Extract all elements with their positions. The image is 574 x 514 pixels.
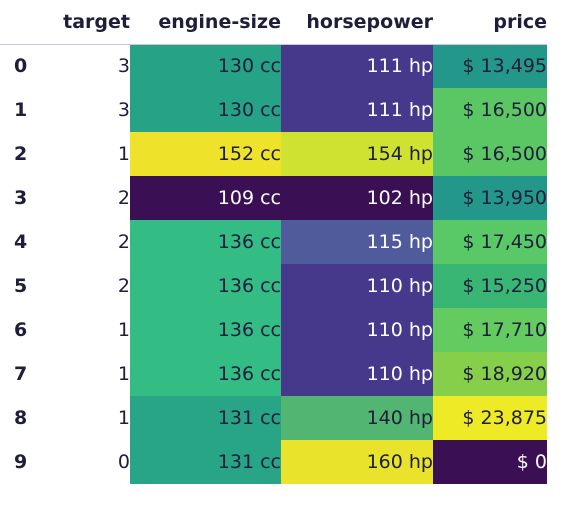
cell-price: $ 13,950 bbox=[433, 176, 547, 220]
cell-engine-size: 131 cc bbox=[130, 396, 281, 440]
column-header-engine-size: engine-size bbox=[130, 0, 281, 45]
table-row: 6 1 136 cc 110 hp $ 17,710 bbox=[0, 308, 547, 352]
cell-price: $ 18,920 bbox=[433, 352, 547, 396]
cell-horsepower: 115 hp bbox=[281, 220, 433, 264]
table-row: 3 2 109 cc 102 hp $ 13,950 bbox=[0, 176, 547, 220]
cell-price: $ 17,710 bbox=[433, 308, 547, 352]
cell-target: 1 bbox=[117, 407, 130, 429]
cell-engine-size: 136 cc bbox=[130, 264, 281, 308]
row-index: 2 bbox=[14, 143, 28, 165]
cell-target: 0 bbox=[117, 451, 130, 473]
table-row: 5 2 136 cc 110 hp $ 15,250 bbox=[0, 264, 547, 308]
header-row: target engine-size horsepower price bbox=[0, 0, 547, 45]
cell-target: 1 bbox=[117, 363, 130, 385]
table-row: 8 1 131 cc 140 hp $ 23,875 bbox=[0, 396, 547, 440]
column-header-target: target bbox=[44, 0, 130, 45]
row-index: 4 bbox=[14, 231, 28, 253]
row-index: 0 bbox=[14, 55, 28, 78]
cell-engine-size: 136 cc bbox=[130, 308, 281, 352]
cell-horsepower: 110 hp bbox=[281, 352, 433, 396]
cell-price: $ 15,250 bbox=[433, 264, 547, 308]
cell-horsepower: 111 hp bbox=[281, 88, 433, 132]
cell-target: 3 bbox=[117, 55, 130, 78]
cell-price: $ 0 bbox=[433, 440, 547, 484]
index-header-corner bbox=[0, 0, 44, 45]
cell-engine-size: 130 cc bbox=[130, 88, 281, 132]
cell-horsepower: 110 hp bbox=[281, 308, 433, 352]
cell-price: $ 23,875 bbox=[433, 396, 547, 440]
cell-horsepower: 140 hp bbox=[281, 396, 433, 440]
cell-price: $ 17,450 bbox=[433, 220, 547, 264]
row-index: 1 bbox=[14, 99, 28, 121]
column-header-price: price bbox=[433, 0, 547, 45]
cell-engine-size: 152 cc bbox=[130, 132, 281, 176]
table-row: 2 1 152 cc 154 hp $ 16,500 bbox=[0, 132, 547, 176]
column-header-horsepower: horsepower bbox=[281, 0, 433, 45]
row-index: 7 bbox=[14, 363, 28, 385]
cell-horsepower: 110 hp bbox=[281, 264, 433, 308]
cell-horsepower: 154 hp bbox=[281, 132, 433, 176]
cell-engine-size: 130 cc bbox=[130, 44, 281, 88]
cell-target: 2 bbox=[117, 231, 130, 253]
cell-price: $ 13,495 bbox=[433, 44, 547, 88]
cell-horsepower: 160 hp bbox=[281, 440, 433, 484]
cell-engine-size: 109 cc bbox=[130, 176, 281, 220]
styled-dataframe-table: target engine-size horsepower price 0 3 13… bbox=[0, 0, 547, 484]
cell-horsepower: 111 hp bbox=[281, 44, 433, 88]
table-row: 4 2 136 cc 115 hp $ 17,450 bbox=[0, 220, 547, 264]
row-index: 8 bbox=[14, 407, 28, 429]
row-index: 9 bbox=[14, 451, 28, 473]
table-row: 0 3 130 cc 111 hp $ 13,495 bbox=[0, 44, 547, 88]
cell-engine-size: 131 cc bbox=[130, 440, 281, 484]
cell-target: 3 bbox=[117, 99, 130, 121]
row-index: 6 bbox=[14, 319, 28, 341]
cell-target: 1 bbox=[117, 143, 130, 165]
table-body: 0 3 130 cc 111 hp $ 13,495 1 3 130 cc 111 hp $ 16… bbox=[0, 44, 547, 484]
table-row: 9 0 131 cc 160 hp $ 0 bbox=[0, 440, 547, 484]
table-header: target engine-size horsepower price bbox=[0, 0, 547, 45]
cell-price: $ 16,500 bbox=[433, 132, 547, 176]
cell-target: 2 bbox=[117, 275, 130, 297]
table-row: 1 3 130 cc 111 hp $ 16,500 bbox=[0, 88, 547, 132]
cell-engine-size: 136 cc bbox=[130, 352, 281, 396]
row-index: 3 bbox=[14, 187, 28, 209]
cell-horsepower: 102 hp bbox=[281, 176, 433, 220]
cell-price: $ 16,500 bbox=[433, 88, 547, 132]
cell-target: 2 bbox=[117, 187, 130, 209]
cell-engine-size: 136 cc bbox=[130, 220, 281, 264]
row-index: 5 bbox=[14, 275, 28, 297]
table-row: 7 1 136 cc 110 hp $ 18,920 bbox=[0, 352, 547, 396]
cell-target: 1 bbox=[117, 319, 130, 341]
